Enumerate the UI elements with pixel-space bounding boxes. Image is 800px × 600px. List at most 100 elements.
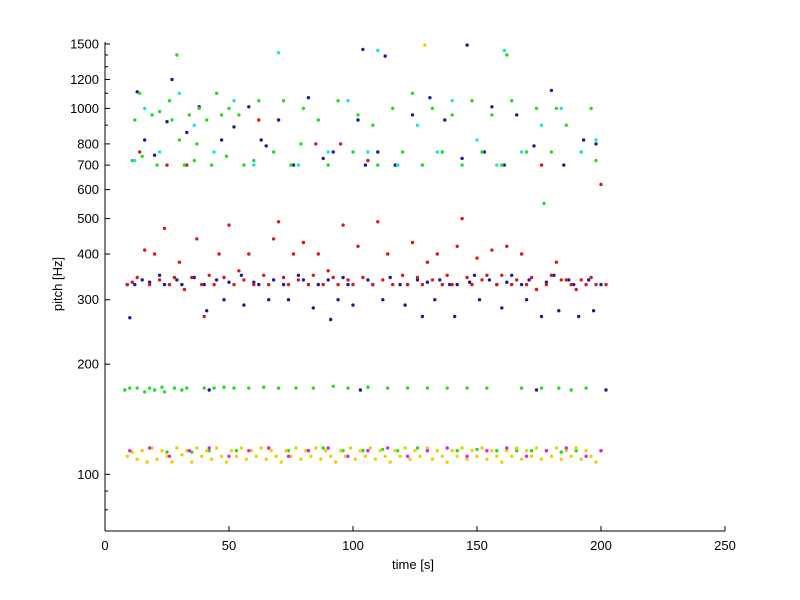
data-point — [212, 386, 216, 390]
data-point — [177, 260, 182, 264]
data-point — [222, 275, 226, 280]
data-point — [214, 278, 219, 282]
data-point — [425, 386, 430, 390]
data-point — [130, 158, 134, 163]
data-point — [495, 282, 499, 287]
data-point — [271, 150, 276, 154]
data-point — [490, 449, 494, 453]
data-point — [410, 240, 415, 245]
data-point — [304, 449, 308, 453]
data-point — [361, 47, 365, 52]
data-point — [368, 446, 373, 450]
data-point — [386, 446, 390, 450]
data-point — [296, 163, 301, 167]
data-point — [398, 454, 402, 458]
data-point — [408, 457, 412, 461]
data-point — [147, 386, 152, 390]
data-point — [594, 142, 598, 146]
data-point — [594, 138, 598, 142]
data-point — [455, 449, 459, 453]
data-point — [581, 138, 586, 142]
data-point — [415, 275, 420, 280]
y-tick-label: 600 — [77, 182, 99, 197]
data-point — [296, 273, 301, 277]
data-point — [472, 273, 477, 277]
data-point — [428, 96, 432, 100]
data-point — [259, 446, 263, 450]
data-point — [128, 386, 132, 390]
data-point — [549, 150, 554, 154]
data-point — [500, 163, 504, 167]
data-point — [505, 53, 509, 57]
data-point — [445, 446, 449, 450]
data-point — [346, 278, 350, 282]
data-point — [252, 282, 256, 287]
data-point — [485, 457, 489, 461]
data-point — [157, 273, 162, 277]
data-point — [351, 303, 355, 307]
data-point — [276, 386, 281, 390]
data-point — [187, 113, 191, 117]
data-point — [286, 449, 291, 453]
data-point — [311, 306, 315, 310]
x-axis-title: time [s] — [392, 557, 434, 572]
data-point — [232, 125, 236, 129]
data-point — [475, 447, 479, 452]
data-point — [351, 150, 355, 154]
data-point — [346, 454, 350, 458]
data-point — [274, 454, 278, 458]
data-point — [519, 282, 524, 287]
data-point — [209, 457, 214, 461]
data-point — [262, 385, 266, 389]
data-point — [329, 317, 333, 322]
data-point — [376, 150, 380, 154]
data-point — [239, 273, 244, 277]
data-point — [524, 150, 529, 154]
data-point — [495, 163, 499, 167]
y-tick-label: 1000 — [70, 101, 99, 116]
data-point — [559, 450, 563, 454]
data-point — [373, 457, 377, 461]
data-point — [170, 460, 174, 464]
x-tick-label: 0 — [101, 538, 108, 553]
data-point — [247, 449, 251, 453]
data-point — [564, 449, 568, 453]
data-point — [321, 282, 325, 287]
data-point — [157, 109, 162, 114]
data-point — [515, 449, 519, 453]
data-point — [480, 150, 484, 154]
data-point — [180, 282, 184, 287]
data-point — [165, 163, 169, 167]
data-point — [314, 446, 318, 450]
data-point — [485, 449, 489, 453]
data-point — [190, 460, 194, 464]
data-point — [515, 113, 519, 117]
data-point — [487, 278, 492, 282]
data-point — [591, 309, 596, 313]
data-point — [257, 118, 261, 122]
data-point — [356, 113, 360, 117]
data-point — [336, 298, 340, 302]
data-point — [125, 282, 129, 287]
data-point — [502, 163, 506, 167]
data-point — [433, 298, 437, 302]
data-point — [366, 449, 370, 453]
data-point — [219, 138, 224, 142]
data-point — [140, 449, 144, 453]
data-point — [128, 449, 132, 453]
data-point — [557, 309, 561, 313]
data-point — [130, 280, 134, 284]
data-point — [252, 158, 256, 163]
data-point — [172, 386, 177, 390]
data-point — [242, 278, 246, 282]
data-point — [465, 275, 469, 280]
data-point — [187, 449, 191, 453]
data-point — [366, 158, 370, 163]
data-point — [324, 449, 328, 453]
data-point — [532, 144, 536, 148]
data-point — [500, 306, 504, 310]
data-point — [227, 223, 231, 227]
data-point — [403, 446, 407, 450]
data-point — [306, 449, 311, 453]
data-point — [505, 244, 509, 248]
